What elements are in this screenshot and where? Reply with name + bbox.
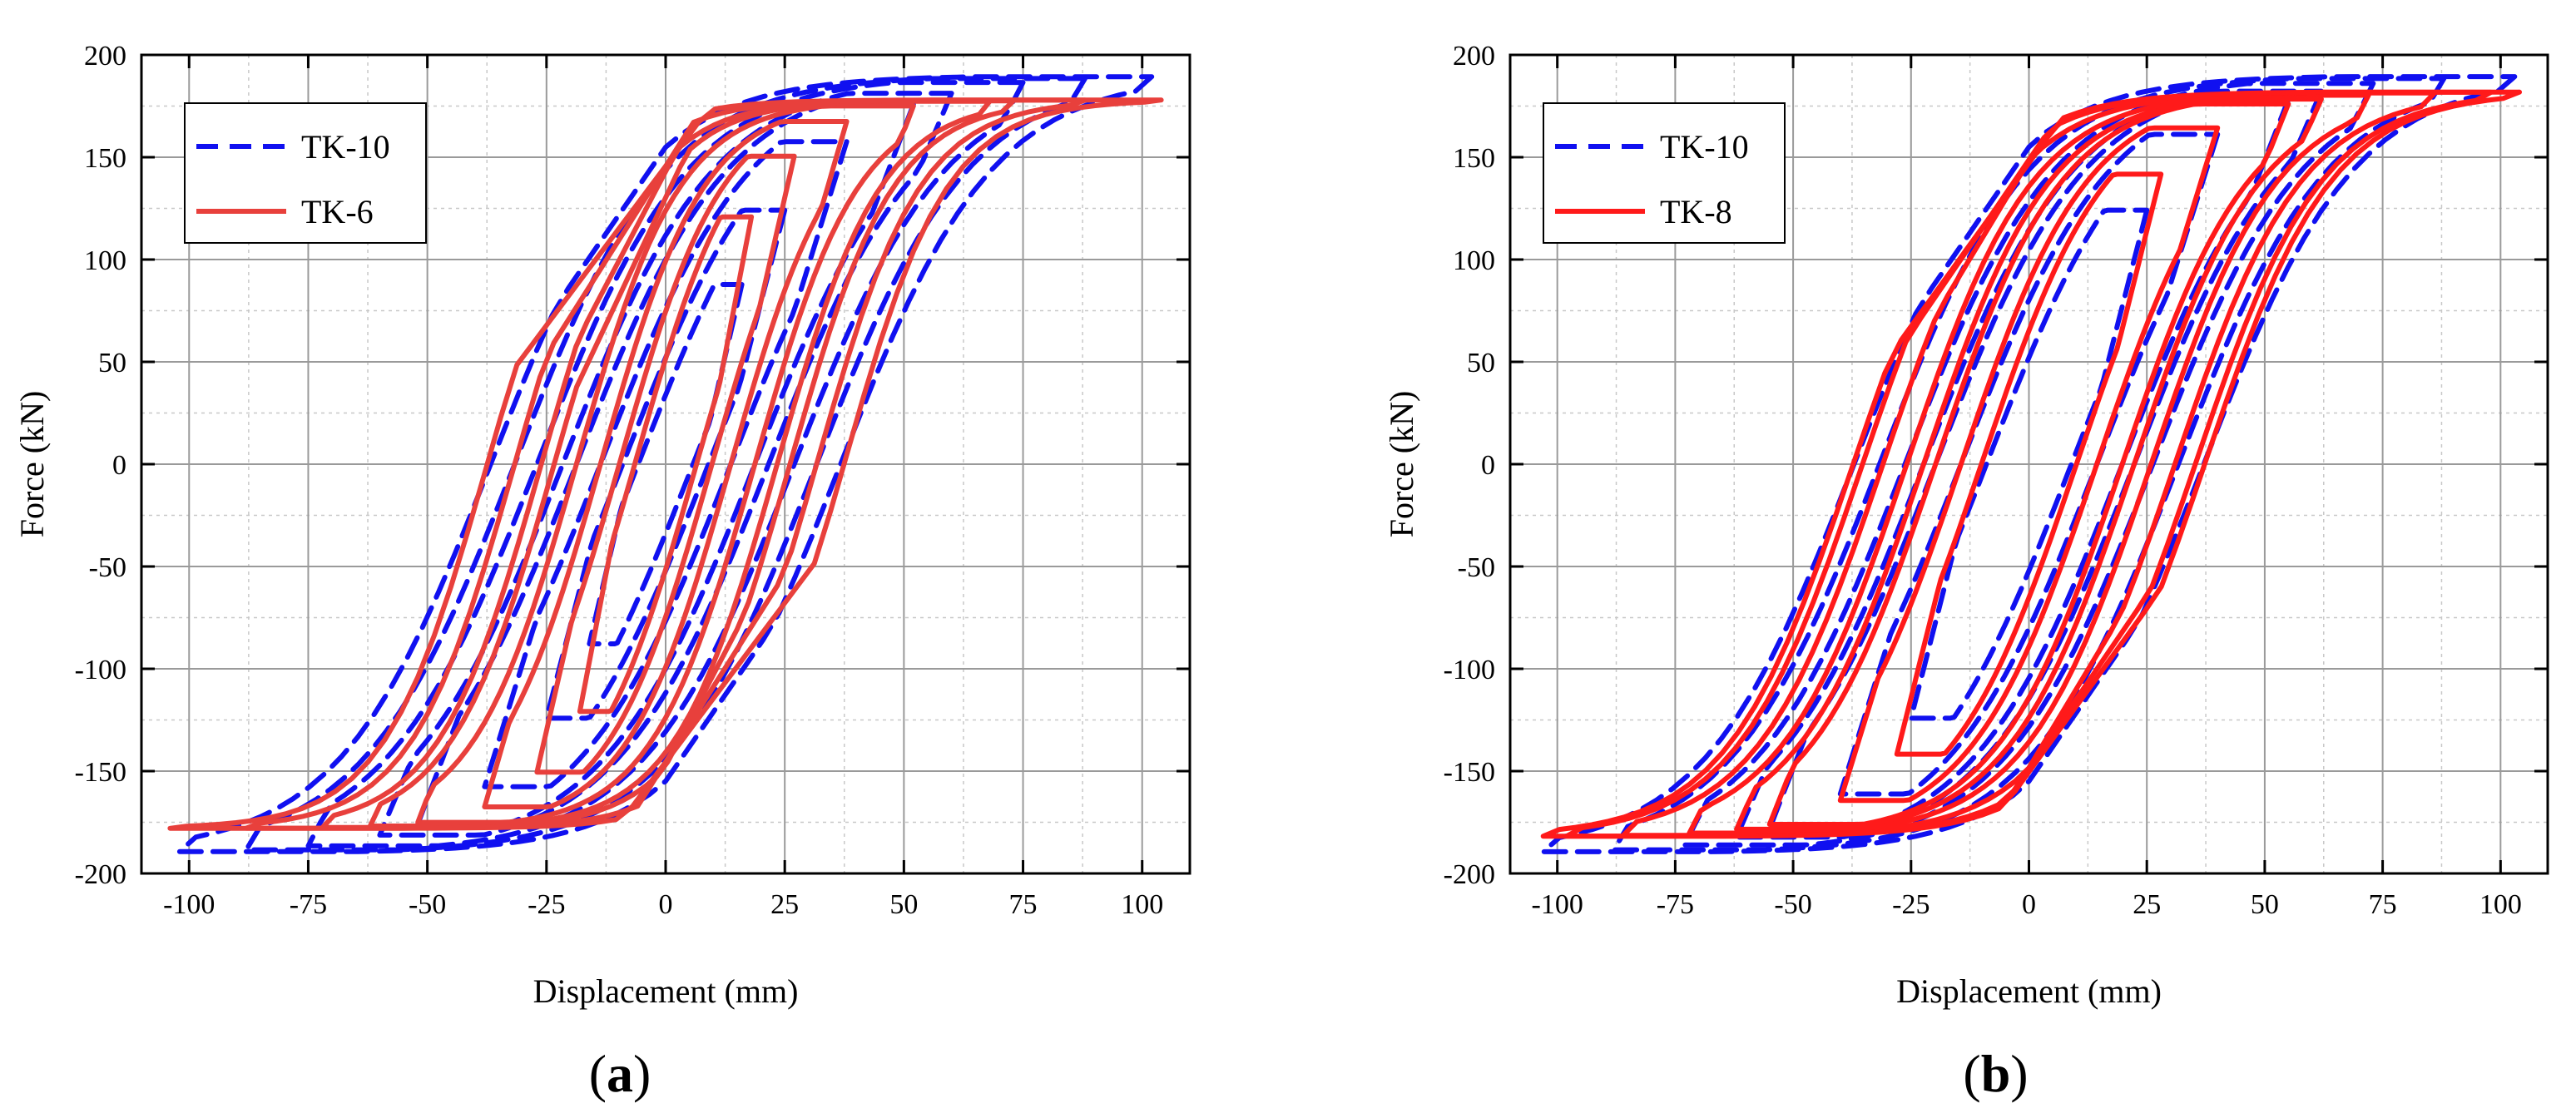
x-tick-label: -50 — [1774, 889, 1811, 920]
hysteresis-loop — [167, 97, 1164, 831]
hysteresis-loop — [543, 207, 788, 721]
hysteresis-loop — [176, 74, 1155, 854]
plot-area — [1540, 74, 2522, 854]
hysteresis-loop — [1766, 101, 2291, 827]
hysteresis-loop — [1540, 74, 2518, 854]
x-axis-title: Displacement (mm) — [1896, 972, 2162, 1010]
hysteresis-loop — [1734, 96, 2324, 832]
x-tick-label: 50 — [2251, 889, 2279, 920]
x-tick-label: 75 — [1009, 889, 1038, 920]
y-tick-label: -100 — [75, 655, 126, 685]
x-tick-label: -75 — [1657, 889, 1694, 920]
x-tick-label: 50 — [889, 889, 918, 920]
legend-box — [1543, 102, 1786, 244]
legend-label: TK-10 — [1660, 128, 1749, 166]
y-tick-label: -200 — [1444, 859, 1495, 890]
ticks — [141, 53, 1190, 875]
x-tick-label: 0 — [2022, 889, 2036, 920]
y-tick-label: 200 — [1453, 41, 1495, 72]
series-tk-6 — [167, 97, 1164, 831]
y-axis-title: Force (kN) — [13, 391, 51, 538]
y-tick-label: 50 — [98, 348, 126, 378]
x-tick-label: 100 — [2479, 889, 2522, 920]
legend: TK-10 TK-6 — [184, 102, 427, 244]
chart-panel-a: -100 -75 -50 -25 0 25 50 75 100 -200 -150 -100 -50 0 5… — [13, 41, 1191, 1103]
y-tick-label: 150 — [1453, 143, 1495, 174]
x-tick-label: -100 — [1532, 889, 1583, 920]
hysteresis-loop — [482, 119, 850, 809]
y-tick-label: 150 — [84, 143, 126, 174]
y-tick-label: -50 — [1458, 552, 1495, 583]
x-tick-label: -50 — [409, 889, 446, 920]
x-tick-label: -25 — [1892, 889, 1930, 920]
y-tick-label: 200 — [84, 41, 126, 72]
hysteresis-loop — [1837, 125, 2221, 804]
x-tick-label: -75 — [290, 889, 327, 920]
x-tick-label: 25 — [2133, 889, 2161, 920]
panel-label-letter: a — [607, 1044, 633, 1103]
legend: TK-10 TK-8 — [1543, 102, 1786, 244]
x-tick-label: 0 — [659, 889, 673, 920]
hysteresis-loop — [1540, 89, 2522, 839]
hysteresis-loop — [415, 103, 916, 825]
hysteresis-loop — [1894, 171, 2164, 757]
x-tick-label: 100 — [1121, 889, 1163, 920]
y-tick-label: 0 — [112, 450, 126, 481]
y-tick-label: 0 — [1481, 450, 1495, 481]
y-tick-label: -150 — [1444, 757, 1495, 788]
hysteresis-loop — [1908, 207, 2150, 721]
panel-label: (b) — [1963, 1044, 2028, 1103]
hysteresis-loop — [534, 153, 797, 775]
x-tick-label: 75 — [2369, 889, 2397, 920]
y-tick-label: -100 — [1444, 655, 1495, 685]
ticks — [1510, 53, 2548, 875]
x-axis-title: Displacement (mm) — [533, 972, 799, 1010]
y-tick-label: -150 — [75, 757, 126, 788]
hysteresis-loop — [587, 282, 745, 646]
y-axis-title: Force (kN) — [1383, 391, 1420, 538]
panel-label-letter: b — [1981, 1044, 2011, 1103]
x-tick-label: -100 — [163, 889, 215, 920]
chart-panel-b: -100 -75 -50 -25 0 25 50 75 100 -200 -150 -100 -50 0 5… — [1383, 41, 2549, 1103]
panel-label: (a) — [589, 1044, 651, 1103]
legend-label: TK-8 — [1660, 193, 1732, 230]
legend-label: TK-6 — [301, 193, 374, 230]
x-tick-label: -25 — [528, 889, 565, 920]
x-tick-label: 25 — [770, 889, 799, 920]
hysteresis-loop — [577, 214, 755, 715]
y-tick-label: 100 — [84, 245, 126, 276]
plot-area — [167, 74, 1164, 854]
series-tk-8 — [1540, 89, 2522, 839]
y-tick-label: 50 — [1467, 348, 1495, 378]
y-tick-label: -200 — [75, 859, 126, 890]
y-tick-label: -50 — [89, 552, 126, 583]
legend-box — [184, 102, 427, 244]
hysteresis-loop — [244, 76, 1087, 853]
y-tick-label: 100 — [1453, 245, 1495, 276]
legend-label: TK-10 — [301, 128, 390, 166]
